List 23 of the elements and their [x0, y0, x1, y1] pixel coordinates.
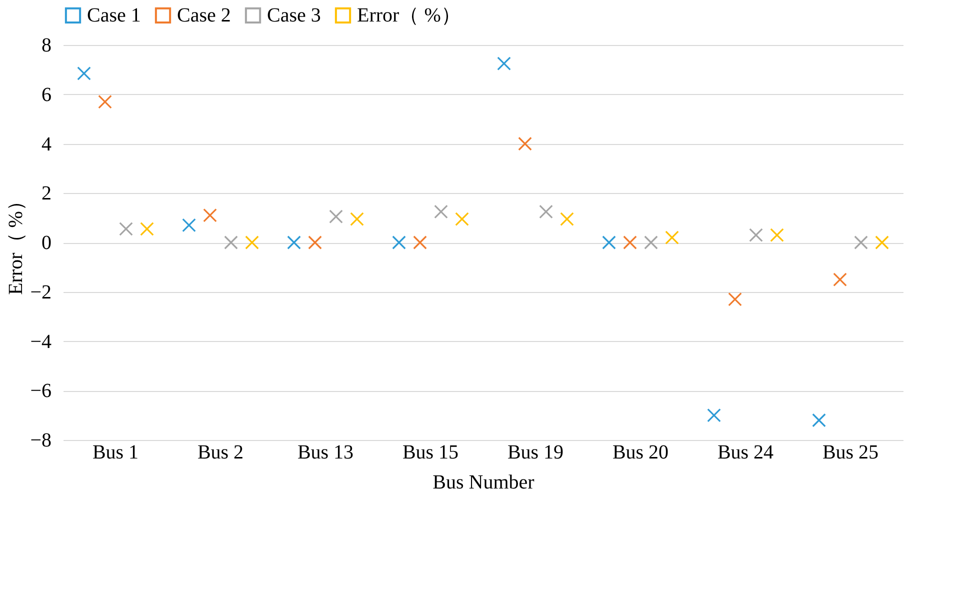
y-tick-label: −6: [30, 380, 52, 402]
legend-label: Case 3: [267, 4, 321, 26]
x-tick-label: Bus 13: [297, 442, 354, 464]
y-tick-label: 4: [42, 133, 52, 156]
legend-label: Error（ %）: [357, 4, 461, 26]
x-axis-title: Bus Number: [432, 472, 535, 494]
legend-label: Case 1: [87, 4, 141, 26]
y-tick-label: 8: [42, 34, 52, 56]
x-tick-label: Bus 19: [507, 442, 564, 464]
x-tick-label: Bus 24: [717, 442, 774, 464]
y-tick-label: −2: [30, 281, 52, 304]
legend-label: Case 2: [177, 4, 231, 26]
x-tick-label: Bus 1: [92, 442, 139, 464]
x-tick-label: Bus 2: [197, 442, 244, 464]
x-tick-label: Bus 15: [402, 442, 459, 464]
y-tick-label: 2: [42, 182, 52, 205]
x-tick-label: Bus 20: [612, 442, 669, 464]
y-tick-label: 6: [42, 84, 52, 106]
x-tick-label: Bus 25: [822, 442, 879, 464]
y-tick-label: 0: [42, 232, 52, 254]
y-tick-label: −8: [30, 430, 52, 452]
y-axis-title: Error（ %）: [5, 191, 28, 295]
y-tick-label: −4: [30, 330, 52, 353]
